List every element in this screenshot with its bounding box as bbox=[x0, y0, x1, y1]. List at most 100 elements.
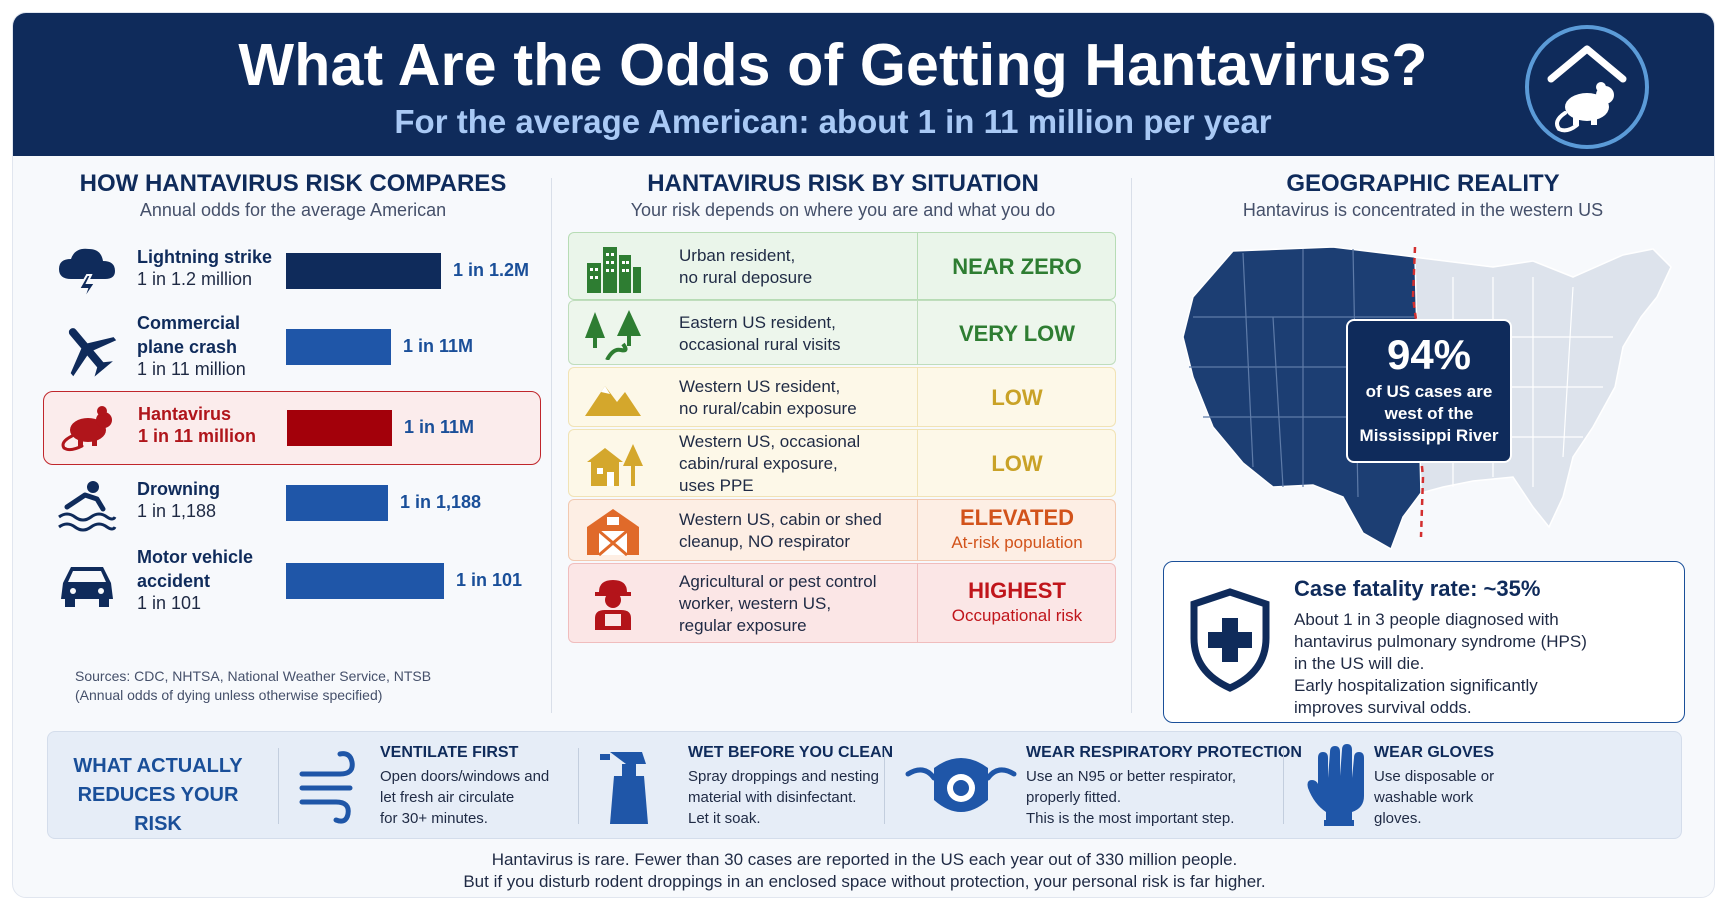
risk-level: VERY LOW bbox=[958, 321, 1076, 346]
tip-text-respirator: Use an N95 or better respirator, properl… bbox=[1026, 766, 1236, 829]
compare-row: Hantavirus 1 in 11 million 1 in 11M bbox=[43, 391, 541, 465]
sources-line: Sources: CDC, NHTSA, National Weather Se… bbox=[75, 668, 432, 684]
tip-line: gloves. bbox=[1374, 810, 1422, 827]
compare-odds: 1 in 1.2 million bbox=[137, 269, 253, 289]
callout-value: 94% bbox=[1386, 331, 1472, 378]
city-buildings-icon bbox=[583, 241, 643, 293]
geo-subtitle: Hantavirus is concentrated in the wester… bbox=[1242, 200, 1604, 220]
divider bbox=[1283, 748, 1284, 824]
callout-line: Mississippi River bbox=[1359, 426, 1499, 445]
situation-text: no rural/cabin exposure bbox=[679, 399, 857, 418]
compare-odds: 1 in 11 million bbox=[138, 426, 257, 446]
divider bbox=[884, 748, 885, 824]
callout-line: west of the bbox=[1384, 404, 1474, 423]
compare-label: plane crash bbox=[137, 337, 238, 357]
situation-text: Agricultural or pest control bbox=[679, 572, 877, 591]
barn-icon bbox=[583, 505, 643, 557]
risk-level: NEAR ZERO bbox=[952, 254, 1082, 279]
compare-bar bbox=[286, 563, 444, 599]
sources: Sources: CDC, NHTSA, National Weather Se… bbox=[75, 667, 431, 705]
risk-level: ELEVATED bbox=[959, 505, 1075, 530]
rat-icon bbox=[58, 396, 118, 452]
tip-line: properly fitted. bbox=[1026, 789, 1122, 806]
compare-odds: 1 in 101 bbox=[137, 593, 202, 613]
footer-line: But if you disturb rodent droppings in a… bbox=[463, 872, 1266, 891]
divider bbox=[917, 233, 918, 299]
page-subtitle: For the average American: about 1 in 11 … bbox=[394, 103, 1272, 140]
compare-bar-label: 1 in 1.2M bbox=[453, 260, 530, 280]
mountains-icon bbox=[583, 372, 643, 424]
situation-row: Eastern US resident, occasional rural vis… bbox=[568, 300, 1116, 365]
fatality-text: About 1 in 3 people diagnosed with hanta… bbox=[1294, 609, 1674, 719]
situation-text: worker, western US, bbox=[679, 594, 832, 613]
shield-cross-icon bbox=[1188, 588, 1272, 692]
airplane-icon bbox=[57, 321, 117, 377]
compare-subtitle: Annual odds for the average American bbox=[139, 200, 447, 220]
tip-line: for 30+ minutes. bbox=[380, 810, 488, 827]
situation-subtitle: Your risk depends on where you are and w… bbox=[630, 200, 1056, 220]
tip-line: Use disposable or bbox=[1374, 768, 1495, 785]
risk-level: LOW bbox=[991, 385, 1043, 410]
compare-row: Lightning strike 1 in 1.2 million 1 in 1.2… bbox=[43, 241, 541, 321]
tip-line: let fresh air circulate bbox=[380, 789, 515, 806]
compare-bar bbox=[286, 253, 441, 289]
tip-text-gloves: Use disposable or washable work gloves. bbox=[1374, 766, 1494, 829]
compare-bar bbox=[287, 410, 392, 446]
divider bbox=[578, 748, 579, 824]
fatality-line: improves survival odds. bbox=[1294, 698, 1472, 717]
situation-text: Eastern US resident, bbox=[679, 313, 836, 332]
compare-bar-label: 1 in 11M bbox=[404, 417, 475, 437]
divider bbox=[278, 748, 279, 824]
risk-note: At-risk population bbox=[951, 533, 1083, 552]
compare-bar bbox=[286, 485, 388, 521]
compare-label: Hantavirus bbox=[138, 404, 232, 424]
compare-label: accident bbox=[137, 571, 211, 591]
spray-bottle-icon bbox=[596, 744, 666, 828]
risk-note: Occupational risk bbox=[951, 606, 1083, 625]
footer-line: Hantavirus is rare. Fewer than 30 cases … bbox=[491, 850, 1238, 869]
divider bbox=[917, 368, 918, 426]
cabin-tree-icon bbox=[583, 438, 643, 490]
compare-row: Commercial plane crash 1 in 11 million 1 in… bbox=[43, 309, 541, 389]
worker-icon bbox=[583, 578, 643, 630]
tips-heading: WHAT ACTUALLY REDUCES YOUR RISK bbox=[58, 752, 258, 839]
tips-heading-line: REDUCES YOUR RISK bbox=[77, 784, 239, 835]
compare-odds: 1 in 1,188 bbox=[137, 501, 217, 521]
tip-text-wet: Spray droppings and nesting material wit… bbox=[688, 766, 879, 829]
tip-title-ventilate: VENTILATE FIRST bbox=[380, 744, 519, 761]
situation-text: Western US, occasional bbox=[679, 432, 861, 451]
tip-line: washable work bbox=[1374, 789, 1474, 806]
situation-text: Western US resident, bbox=[679, 377, 841, 396]
divider bbox=[917, 500, 918, 560]
fatality-line: in the US will die. bbox=[1294, 654, 1425, 673]
compare-bar bbox=[286, 329, 391, 365]
situation-row: Western US, occasional cabin/rural exposu… bbox=[568, 429, 1116, 497]
sources-note: (Annual odds of dying unless otherwise s… bbox=[75, 687, 383, 703]
situation-row: Western US resident, no rural/cabin expos… bbox=[568, 367, 1116, 427]
divider bbox=[917, 301, 918, 364]
situation-text: occasional rural visits bbox=[679, 335, 841, 354]
fatality-box: Case fatality rate: ~35% About 1 in 3 pe… bbox=[1163, 561, 1685, 723]
callout-94-percent: 94% of US cases are west of the Mississi… bbox=[1346, 319, 1512, 463]
compare-label: Lightning strike bbox=[137, 247, 272, 267]
tip-line: Open doors/windows and bbox=[380, 768, 550, 785]
glove-icon bbox=[1304, 744, 1374, 828]
situation-text: uses PPE bbox=[679, 476, 754, 495]
situation-row: Agricultural or pest control worker, west… bbox=[568, 563, 1116, 643]
situation-text: Urban resident, bbox=[679, 246, 796, 265]
situation-text: regular exposure bbox=[679, 616, 807, 635]
tip-line: This is the most important step. bbox=[1026, 810, 1235, 827]
compare-label: Commercial bbox=[137, 313, 241, 333]
divider bbox=[917, 430, 918, 496]
tip-title-wet: WET BEFORE YOU CLEAN bbox=[688, 744, 894, 761]
wind-icon bbox=[296, 744, 366, 828]
compare-bar-label: 1 in 1,188 bbox=[400, 492, 482, 512]
respirator-mask-icon bbox=[904, 744, 1018, 828]
house-rat-icon bbox=[1525, 25, 1649, 149]
risk-level: LOW bbox=[991, 451, 1043, 476]
fatality-line: About 1 in 3 people diagnosed with bbox=[1294, 610, 1559, 629]
header: What Are the Odds of Getting Hantavirus?… bbox=[13, 13, 1714, 156]
risk-tips: WHAT ACTUALLY REDUCES YOUR RISK VENTILAT… bbox=[47, 731, 1682, 839]
fatality-line: hantavirus pulmonary syndrome (HPS) bbox=[1294, 632, 1587, 651]
compare-bar-label: 1 in 11M bbox=[403, 336, 474, 356]
